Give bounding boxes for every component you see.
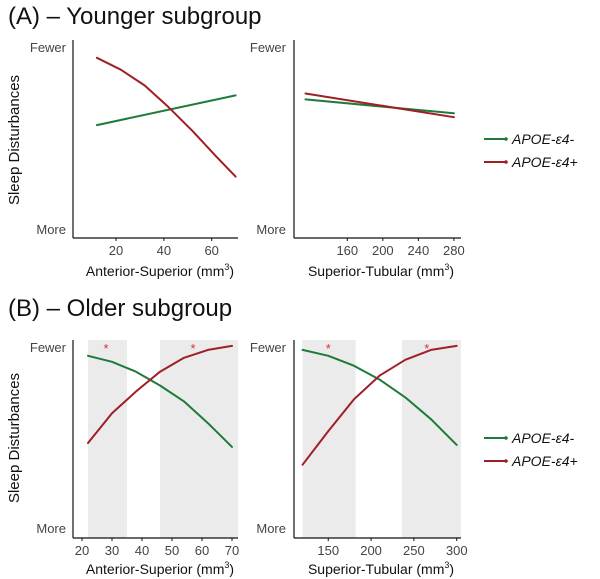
panel-b-left-more-label: More [36, 521, 66, 536]
panel-a-left-fewer-label: Fewer [30, 40, 67, 55]
x-tick-label-50: 50 [165, 543, 179, 558]
legend-b-apoe-e4-pos-marker [504, 459, 508, 463]
legend-a-apoe-e4-neg-marker [504, 137, 508, 141]
x-tick-label-150: 150 [317, 543, 339, 558]
legend-a-apoe-e4-pos-marker [504, 160, 508, 164]
legend-a: APOE-ε4- APOE-ε4+ [484, 131, 578, 170]
x-tick-label-300: 300 [446, 543, 468, 558]
panel-b-right-fewer-label: Fewer [250, 340, 287, 355]
panel-b-left-fewer-label: Fewer [30, 340, 67, 355]
x-tick-label-60: 60 [195, 543, 209, 558]
panel-a-right-fewer-label: Fewer [250, 40, 287, 55]
legend-b-apoe-e4-pos-label: APOE-ε4+ [511, 453, 578, 469]
legend-a-apoe-e4-neg-label: APOE-ε4- [511, 131, 575, 147]
series-line-apoe-e4-pos [87, 344, 233, 444]
chart-superior-tubular-older: 150 200 250 300 * * [293, 340, 468, 558]
x-tick-label-40: 40 [157, 243, 171, 258]
significance-star-1: * [103, 341, 108, 356]
significance-star-1: * [326, 341, 331, 356]
significance-star-2: * [424, 341, 429, 356]
legend-a-apoe-e4-pos-label: APOE-ε4+ [511, 154, 578, 170]
panel-b-title: (B) – Older subgroup [8, 295, 232, 322]
x-tick-label-40: 40 [135, 543, 149, 558]
chart-4-xlabel: Superior-Tubular (mm3) [308, 560, 454, 577]
series-line-apoe-e4-neg [95, 94, 237, 127]
series-line-apoe-e4-neg [87, 354, 233, 448]
x-tick-label-60: 60 [204, 243, 218, 258]
x-tick-label-250: 250 [403, 543, 425, 558]
chart-superior-tubular-younger: 160 200 240 280 [293, 40, 465, 258]
series-line-apoe-e4-neg [301, 348, 458, 446]
panel-b-ylabel: Sleep Disturbances [6, 373, 23, 503]
chart-2-xlabel: Superior-Tubular (mm3) [308, 262, 454, 279]
significance-region-2 [160, 340, 238, 538]
x-tick-label-30: 30 [105, 543, 119, 558]
chart-1-xlabel: Anterior-Superior (mm3) [86, 262, 234, 279]
panel-a-left-more-label: More [36, 222, 66, 237]
x-tick-label-200: 200 [360, 543, 382, 558]
legend-b-apoe-e4-neg-marker [504, 436, 508, 440]
chart-3-xlabel: Anterior-Superior (mm3) [86, 560, 234, 577]
panel-b-right-more-label: More [256, 521, 286, 536]
x-tick-label-280: 280 [443, 243, 465, 258]
x-tick-label-200: 200 [372, 243, 394, 258]
x-tick-label-70: 70 [225, 543, 239, 558]
x-tick-label-20: 20 [75, 543, 89, 558]
series-line-apoe-e4-pos [95, 56, 237, 178]
chart-anterior-superior-older: 20 30 40 50 60 70 * * [72, 340, 239, 558]
x-tick-label-240: 240 [408, 243, 430, 258]
panel-a-right-more-label: More [256, 222, 286, 237]
significance-region-1 [88, 340, 127, 538]
series-line-apoe-e4-pos [301, 344, 458, 466]
x-tick-label-20: 20 [109, 243, 123, 258]
significance-region-1 [302, 340, 356, 538]
chart-anterior-superior-younger: 20 40 60 [72, 40, 238, 258]
series-line-apoe-e4-pos [304, 92, 455, 119]
panel-a-ylabel: Sleep Disturbances [6, 75, 23, 205]
legend-b-apoe-e4-neg-label: APOE-ε4- [511, 430, 575, 446]
panel-a-title: (A) – Younger subgroup [8, 3, 262, 30]
legend-b: APOE-ε4- APOE-ε4+ [484, 430, 578, 469]
x-tick-label-160: 160 [336, 243, 358, 258]
significance-star-2: * [190, 341, 195, 356]
